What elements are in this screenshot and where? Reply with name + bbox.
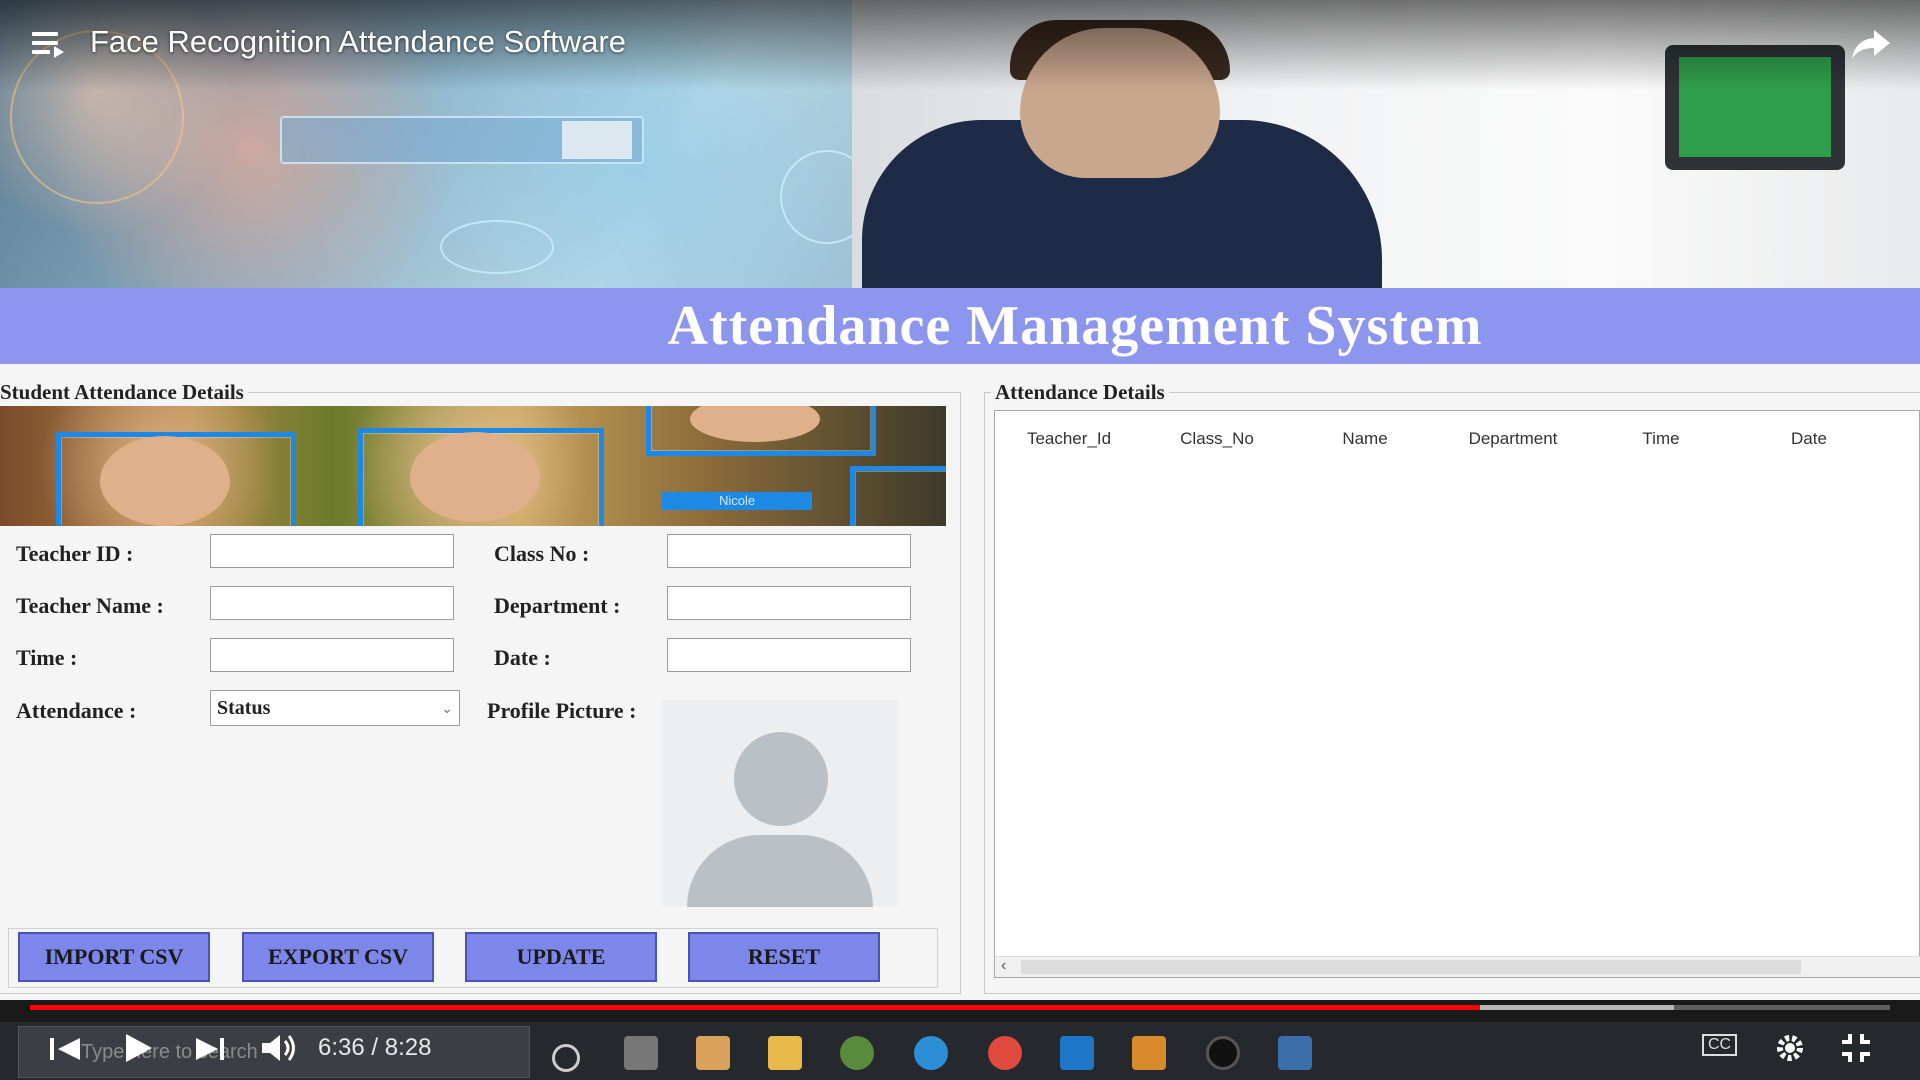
cc-icon[interactable]: CC [1702, 1034, 1738, 1056]
department-input[interactable] [667, 586, 911, 620]
chrome-icon[interactable] [988, 1036, 1022, 1070]
attendance-app-window: Attendance Management System Student Att… [0, 288, 1920, 1000]
attendance-selected-value: Status [217, 697, 271, 719]
volume-icon[interactable] [258, 1026, 300, 1070]
face-detection-box [358, 428, 604, 526]
time-display: 6:36 / 8:28 [318, 1034, 432, 1061]
avatar-head-icon [734, 732, 828, 826]
hero-banner [0, 0, 1920, 288]
scrollbar-thumb[interactable] [1021, 960, 1801, 974]
teacher-id-input[interactable] [210, 534, 454, 568]
attendance-details-title: Attendance Details [991, 380, 1169, 405]
next-icon[interactable] [190, 1026, 230, 1070]
top-overlay-shade [0, 0, 1920, 90]
button-bar [8, 928, 938, 988]
scan-ring [440, 220, 554, 274]
settings-gear-icon[interactable] [1770, 1026, 1810, 1070]
cortana-icon[interactable] [552, 1044, 580, 1072]
reset-button[interactable]: RESET [688, 932, 880, 982]
department-label: Department : [494, 593, 621, 618]
app-icon[interactable] [840, 1036, 874, 1070]
taskbar-search-placeholder: Type here to search [81, 1041, 258, 1063]
attendance-label: Attendance : [16, 698, 137, 723]
store-icon[interactable] [696, 1036, 730, 1070]
exit-fullscreen-icon[interactable] [1836, 1026, 1876, 1070]
profile-picture-label: Profile Picture : [487, 698, 637, 723]
class-no-label: Class No : [494, 541, 590, 566]
play-icon[interactable] [118, 1026, 158, 1070]
profile-picture-placeholder [662, 700, 898, 907]
face-detection-box [646, 406, 876, 456]
record-icon[interactable] [1206, 1036, 1240, 1070]
class-no-input[interactable] [667, 534, 911, 568]
edge-icon[interactable] [914, 1036, 948, 1070]
time-label: Time : [16, 645, 78, 670]
student-attendance-title: Student Attendance Details [0, 380, 248, 405]
faces-banner-image: Nicole [0, 406, 946, 526]
date-label: Date : [494, 645, 551, 670]
file-explorer-icon[interactable] [768, 1036, 802, 1070]
column-header-department[interactable]: Department [1468, 429, 1558, 448]
face-name-tag: Nicole [662, 492, 812, 510]
column-header-class-no[interactable]: Class_No [1180, 429, 1254, 448]
teacher-name-input[interactable] [210, 586, 454, 620]
face-detection-box [56, 432, 296, 526]
face-detection-box [850, 466, 946, 526]
task-view-icon[interactable] [624, 1036, 658, 1070]
app-title: Attendance Management System [667, 295, 1483, 357]
export-csv-button[interactable]: EXPORT CSV [242, 932, 434, 982]
update-button[interactable]: UPDATE [465, 932, 657, 982]
column-header-time[interactable]: Time [1642, 429, 1680, 448]
attendance-details-group: Attendance Details [984, 380, 1920, 994]
share-icon[interactable] [1850, 26, 1892, 62]
video-title[interactable]: Face Recognition Attendance Software [90, 24, 626, 59]
face [690, 406, 820, 442]
access-permission-card [280, 116, 644, 164]
date-input[interactable] [667, 638, 911, 672]
column-header-name[interactable]: Name [1342, 429, 1388, 448]
app-header: Attendance Management System [0, 288, 1920, 364]
chevron-down-icon: ⌄ [441, 700, 453, 716]
student-attendance-group: Student Attendance Details [0, 380, 961, 994]
face [410, 432, 540, 522]
attendance-table[interactable]: Teacher_Id Class_No Name Department Time… [994, 410, 1920, 978]
attendance-status-select[interactable]: Status ⌄ [210, 690, 460, 726]
import-csv-button[interactable]: IMPORT CSV [18, 932, 210, 982]
python-app-icon[interactable] [1278, 1036, 1312, 1070]
teacher-id-label: Teacher ID : [16, 541, 134, 566]
media-icon[interactable] [1132, 1036, 1166, 1070]
face [100, 436, 230, 526]
progress-played[interactable] [30, 1005, 1480, 1010]
horizontal-scrollbar[interactable]: ‹ [995, 956, 1920, 977]
column-header-date[interactable]: Date [1791, 429, 1827, 448]
previous-icon[interactable] [46, 1026, 86, 1070]
avatar-body-icon [687, 835, 873, 907]
column-header-teacher-id[interactable]: Teacher_Id [1026, 429, 1112, 448]
playlist-menu-icon[interactable] [32, 32, 66, 62]
access-card-photo [562, 121, 632, 159]
vscode-icon[interactable] [1060, 1036, 1094, 1070]
scroll-left-icon[interactable]: ‹ [1001, 957, 1007, 974]
time-input[interactable] [210, 638, 454, 672]
teacher-name-label: Teacher Name : [16, 593, 164, 618]
